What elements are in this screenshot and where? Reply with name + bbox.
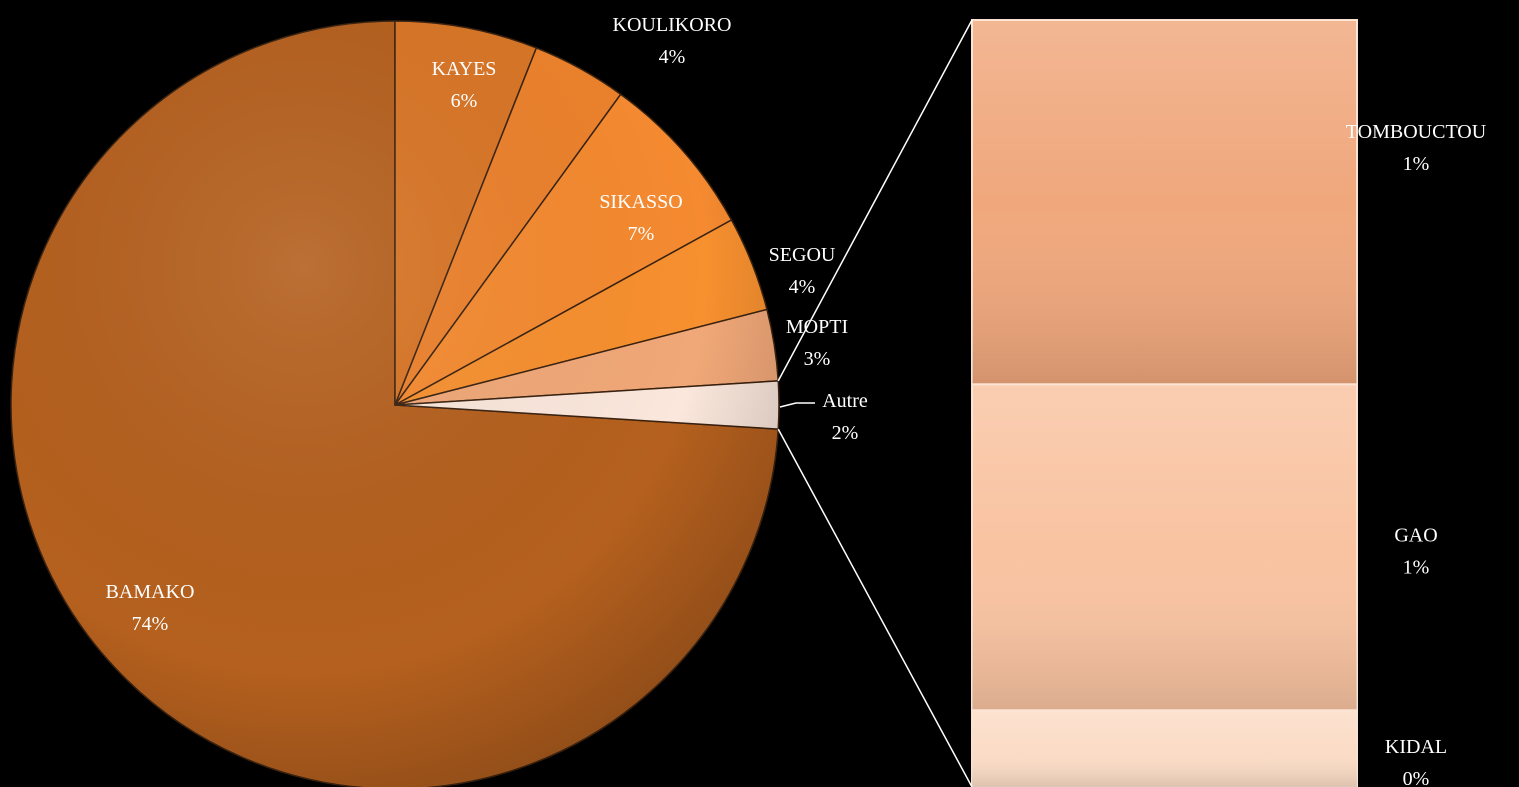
data-label-value-kidal: 0%: [1403, 768, 1430, 787]
connector-lines: [777, 19, 973, 787]
data-label-koulikoro: KOULIKORO 4%: [613, 14, 732, 68]
data-label-sikasso: SIKASSO 7%: [599, 191, 682, 245]
data-label-value-tombouctou: 1%: [1403, 153, 1430, 175]
bar-segment-gao: [971, 383, 1358, 712]
data-label-name-mopti: MOPTI: [786, 316, 848, 338]
data-label-value-kayes: 6%: [451, 90, 478, 112]
data-label-kayes: KAYES 6%: [432, 58, 497, 112]
data-label-value-segou: 4%: [789, 276, 816, 298]
data-label-autre: Autre 2%: [822, 390, 868, 444]
connector-line-top: [777, 19, 973, 382]
data-label-name-gao: GAO: [1394, 524, 1437, 546]
data-label-name-kayes: KAYES: [432, 58, 497, 80]
bar-segment-tombouctou: [971, 19, 1358, 386]
data-label-name-tombouctou: TOMBOUCTOU: [1346, 121, 1487, 143]
stacked-bar: [971, 19, 1358, 787]
data-label-name-kidal: KIDAL: [1385, 736, 1447, 758]
data-label-value-sikasso: 7%: [628, 223, 655, 245]
data-label-name-sikasso: SIKASSO: [599, 191, 682, 213]
data-label-value-bamako: 74%: [132, 613, 169, 635]
data-label-name-segou: SEGOU: [769, 244, 836, 266]
data-label-value-autre: 2%: [832, 422, 859, 444]
connector-line-bottom: [777, 428, 973, 787]
data-label-segou: SEGOU 4%: [769, 244, 836, 298]
data-label-value-gao: 1%: [1403, 556, 1430, 578]
pie: [10, 20, 780, 787]
data-label-value-mopti: 3%: [804, 348, 831, 370]
data-label-name-bamako: BAMAKO: [106, 581, 195, 603]
data-label-value-koulikoro: 4%: [659, 46, 686, 68]
data-label-gao: GAO 1%: [1394, 524, 1437, 578]
leader-line-autre: [779, 402, 815, 408]
data-label-bamako: BAMAKO 74%: [106, 581, 195, 635]
data-label-tombouctou: TOMBOUCTOU 1%: [1346, 121, 1487, 175]
bar-segment-kidal: [971, 709, 1358, 787]
data-label-kidal: KIDAL 0%: [1385, 736, 1447, 787]
data-label-mopti: MOPTI 3%: [786, 316, 848, 370]
data-label-name-autre: Autre: [822, 390, 868, 412]
data-labels: BAMAKO 74% KAYES 6% KOULIKORO 4% SIKASSO 7% SEGO…: [106, 14, 1487, 787]
data-label-name-koulikoro: KOULIKORO: [613, 14, 732, 36]
